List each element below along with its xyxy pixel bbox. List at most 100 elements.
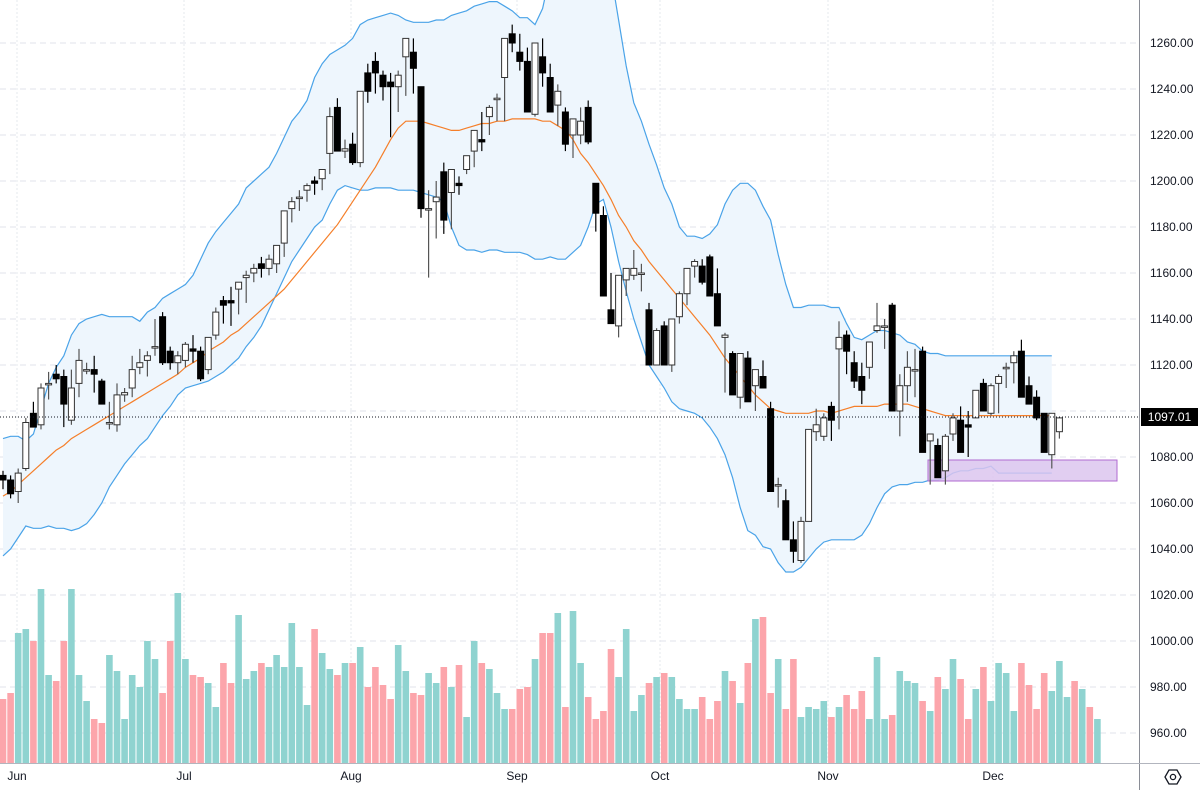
up-candle [675,293,683,318]
volume-bar [934,677,942,763]
volume-bar [30,641,37,763]
volume-bar [296,667,303,763]
up-candle [485,106,493,118]
volume-bar [805,707,812,763]
up-candle [212,311,220,336]
down-candle [698,265,706,283]
volume-bar [121,719,128,763]
volume-bar [220,663,227,763]
down-candle [508,33,516,44]
volume-bar [752,619,759,763]
up-candle [250,267,258,274]
volume-bar [136,687,144,763]
up-candle [37,387,45,426]
volume-bar [911,683,919,763]
up-candle [995,376,1003,384]
up-candle [797,520,805,562]
price-tick-label: 960.00 [1150,726,1187,740]
volume-bar [425,673,432,763]
down-candle [584,106,592,143]
price-tick-label: 1160.00 [1150,266,1193,280]
down-candle [516,51,524,62]
up-candle [653,330,661,366]
down-candle [98,380,106,405]
volume-bar [1048,691,1056,763]
volume-bar [318,653,326,763]
support-zone-rectangle[interactable] [927,459,1118,482]
volume-bar [83,701,90,763]
up-candle [1010,355,1018,364]
volume-bar [645,683,653,763]
volume-bar [881,719,888,763]
volume-bar [691,709,698,763]
down-candle [333,106,341,152]
price-tick-label: 1240.00 [1150,82,1194,96]
up-candle [128,369,136,389]
up-candle [83,369,91,372]
down-candle [523,60,531,113]
down-candle [607,309,615,325]
down-candle [843,334,851,352]
price-tick-label: 1180.00 [1150,220,1193,234]
price-tick-label: 1000.00 [1150,634,1194,648]
down-candle [166,350,174,364]
volume-bar [896,671,904,763]
volume-bar [866,719,873,763]
volume-bar [379,685,387,763]
up-candle [911,369,919,372]
down-candle [827,405,835,421]
volume-bar [372,667,379,763]
down-candle [744,357,752,403]
up-candle [691,261,699,267]
month-label: Nov [817,769,838,783]
volume-bar [463,717,470,763]
volume-bar [22,629,30,763]
up-candle [1048,412,1056,456]
up-candle [463,155,471,170]
up-candle [736,353,744,398]
bollinger-fill [3,0,1052,572]
settings-hexagon-icon [1164,769,1182,785]
down-candle [52,373,60,380]
volume-bar [174,593,182,763]
up-candle [273,244,281,265]
settings-button[interactable] [1160,765,1186,789]
volume-bar [1018,663,1025,763]
volume-bar [166,641,174,763]
volume-bar [1086,707,1094,763]
volume-bar [516,689,524,763]
price-tick-label: 1060.00 [1150,496,1194,510]
up-candle [1002,366,1010,370]
volume-bar [873,657,881,763]
up-candle [987,385,995,414]
volume-bar [493,693,501,763]
price-tick-label: 1140.00 [1150,312,1193,326]
volume-bar [767,693,774,763]
volume-bar [1078,689,1086,763]
volume-bar [349,663,356,763]
volume-bar [531,659,539,763]
volume-bar [486,669,493,763]
volume-bar [265,667,273,763]
up-candle [554,90,562,106]
down-candle [919,350,927,453]
highlight-box[interactable] [927,459,1118,482]
volume-bar [197,677,204,763]
up-candle [402,37,410,58]
down-candle [1025,385,1033,405]
volume-bar [524,687,531,763]
down-candle [888,304,896,412]
volume-bar [280,667,288,763]
volume-bar [68,589,75,763]
volume-bar [387,699,394,763]
volume-bar [455,665,463,763]
price-tick-label: 1040.00 [1150,542,1194,556]
volume-bar [577,663,584,763]
up-candle [75,359,83,384]
volume-bar [106,655,113,763]
down-candle [417,86,425,210]
volume-bar [250,671,258,763]
down-candle [546,77,554,113]
